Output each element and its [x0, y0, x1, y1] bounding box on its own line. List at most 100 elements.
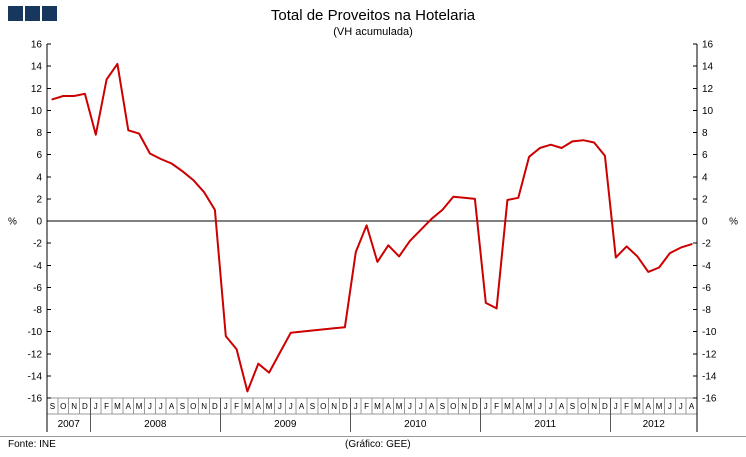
month-label: M — [634, 402, 641, 411]
month-label: J — [538, 402, 542, 411]
y-ticks — [47, 43, 697, 399]
y-tick-label-left: -14 — [28, 371, 43, 382]
month-label: M — [526, 402, 533, 411]
y-tick-label-left: 0 — [36, 217, 42, 228]
month-label: O — [580, 402, 586, 411]
month-label: A — [559, 402, 565, 411]
month-label: J — [668, 402, 672, 411]
y-tick-label-left: 8 — [36, 128, 42, 139]
month-label: S — [180, 402, 185, 411]
month-label: D — [472, 402, 478, 411]
logo — [8, 6, 57, 21]
month-label: J — [159, 402, 163, 411]
month-label: J — [224, 402, 228, 411]
month-label: F — [494, 402, 499, 411]
y-tick-label-right: 14 — [702, 62, 714, 73]
month-label: A — [646, 402, 652, 411]
y-tick-label-left: 14 — [31, 62, 43, 73]
y-tick-label-right: -8 — [702, 305, 711, 316]
month-label: D — [82, 402, 88, 411]
month-label: J — [679, 402, 683, 411]
y-tick-labels: -16 -16 -14 -14 -12 -12 -10 -10 -8 -8 -6 -6 -4 -4 -2 -2… — [8, 40, 738, 405]
month-label: S — [50, 402, 55, 411]
y-tick-label-left: 16 — [31, 40, 43, 51]
month-label: J — [484, 402, 488, 411]
footer-credit: (Gráfico: GEE) — [345, 439, 411, 450]
y-tick-label-left: 12 — [31, 84, 43, 95]
month-label: F — [624, 402, 629, 411]
year-label: 2011 — [535, 419, 557, 430]
y-tick-label-left: -6 — [33, 283, 42, 294]
chart-subtitle: (VH acumulada) — [333, 26, 413, 38]
month-label: D — [212, 402, 218, 411]
y-tick-label-left: -4 — [33, 261, 42, 272]
year-labels: 2007 2008 2009 2010 2011 2012 — [58, 398, 666, 432]
month-label: J — [549, 402, 553, 411]
month-label: A — [169, 402, 175, 411]
logo-square — [42, 6, 57, 21]
month-label: N — [201, 402, 207, 411]
month-label: J — [419, 402, 423, 411]
y-tick-label-right: 12 — [702, 84, 714, 95]
month-label: M — [504, 402, 511, 411]
y-tick-label-right: -16 — [702, 394, 717, 405]
month-label: A — [516, 402, 522, 411]
year-label: 2009 — [274, 419, 297, 430]
month-label: A — [299, 402, 305, 411]
logo-square — [25, 6, 40, 21]
y-tick-label-right: -12 — [702, 349, 717, 360]
month-label: M — [396, 402, 403, 411]
footer-source: Fonte: INE — [8, 439, 56, 450]
y-tick-label-right: 16 — [702, 40, 714, 51]
month-label: J — [354, 402, 358, 411]
month-label: A — [126, 402, 132, 411]
year-label: 2012 — [643, 419, 666, 430]
y-tick-label-right: -10 — [702, 327, 717, 338]
month-label: N — [461, 402, 467, 411]
year-label: 2010 — [404, 419, 427, 430]
chart-title: Total de Proveitos na Hotelaria — [270, 7, 476, 24]
month-label: J — [278, 402, 282, 411]
y-axis-unit-right: % — [729, 217, 738, 228]
month-label: D — [342, 402, 348, 411]
month-label: J — [289, 402, 293, 411]
y-tick-label-right: -2 — [702, 239, 711, 250]
month-label: F — [104, 402, 109, 411]
month-label: S — [310, 402, 315, 411]
month-label: A — [386, 402, 392, 411]
y-tick-label-right: 8 — [702, 128, 708, 139]
y-tick-label-left: -8 — [33, 305, 42, 316]
month-label: N — [591, 402, 597, 411]
month-label: A — [256, 402, 262, 411]
y-tick-label-left: -10 — [28, 327, 43, 338]
month-strip — [47, 397, 697, 415]
y-tick-label-left: 4 — [36, 172, 42, 183]
y-axis-unit-left: % — [8, 217, 17, 228]
y-tick-label-left: -12 — [28, 349, 43, 360]
month-label: D — [602, 402, 608, 411]
y-tick-label-right: -14 — [702, 371, 717, 382]
y-tick-label-right: -6 — [702, 283, 711, 294]
month-label: F — [364, 402, 369, 411]
y-tick-label-left: 6 — [36, 150, 42, 161]
month-label: F — [234, 402, 239, 411]
y-tick-label-left: 2 — [36, 194, 42, 205]
month-label: A — [689, 402, 695, 411]
logo-square — [8, 6, 23, 21]
axes — [46, 44, 698, 432]
year-label: 2007 — [58, 419, 81, 430]
y-tick-label-right: 6 — [702, 150, 708, 161]
month-label: J — [148, 402, 152, 411]
month-label: M — [656, 402, 663, 411]
month-label: J — [94, 402, 98, 411]
y-tick-label-left: 10 — [31, 106, 43, 117]
y-tick-label-right: 2 — [702, 194, 708, 205]
y-tick-label-right: 10 — [702, 106, 714, 117]
month-label: M — [244, 402, 251, 411]
month-label: N — [71, 402, 77, 411]
y-tick-label-right: -4 — [702, 261, 711, 272]
month-label: O — [60, 402, 66, 411]
month-label: S — [440, 402, 445, 411]
month-label: O — [190, 402, 196, 411]
